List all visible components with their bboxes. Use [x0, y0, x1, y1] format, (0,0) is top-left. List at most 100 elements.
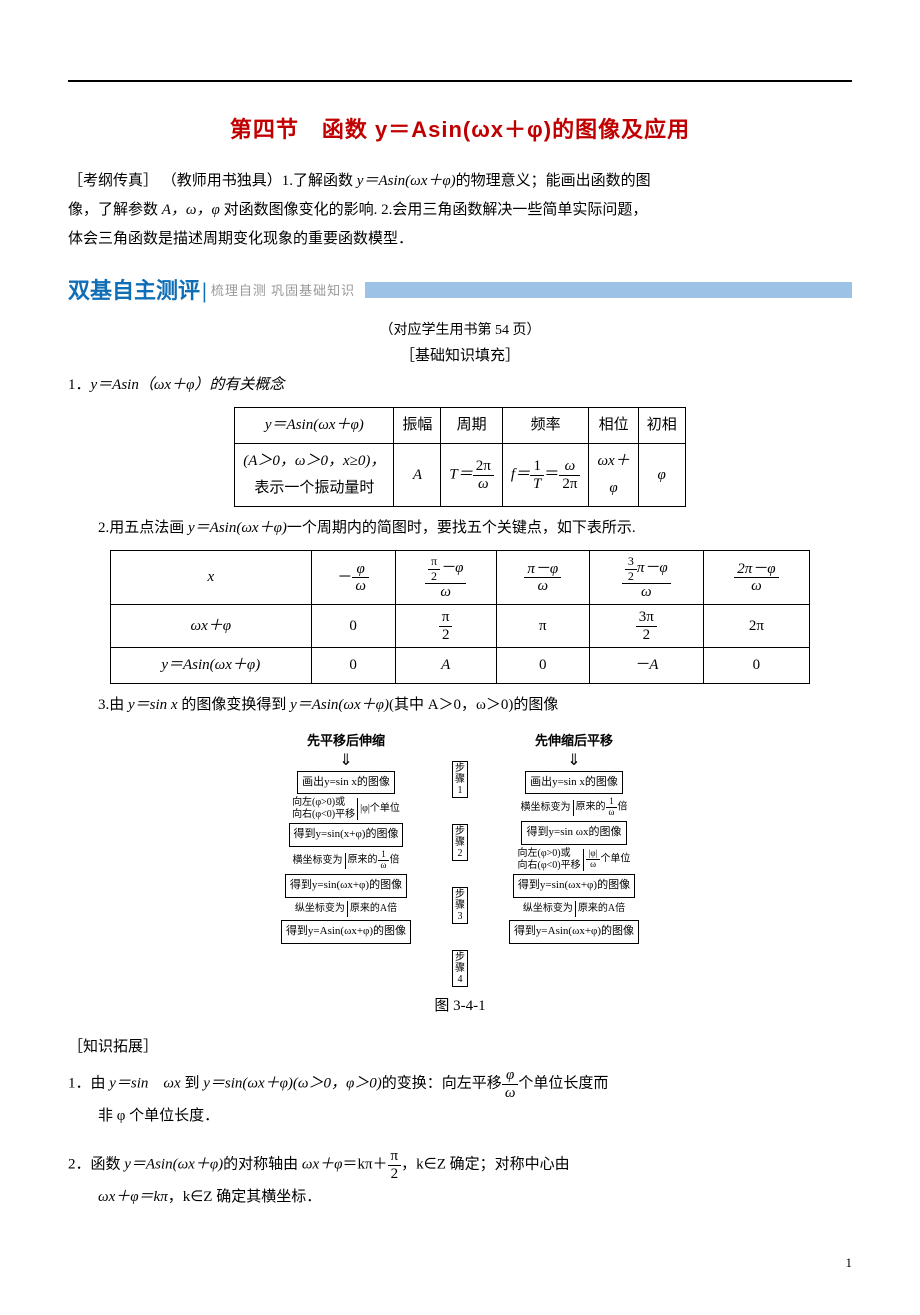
top-rule: [68, 80, 852, 82]
down-arrow-icon-2: ⇓: [567, 753, 580, 769]
rl2d: ω: [586, 860, 601, 870]
flow-left-head: 先平移后伸缩: [307, 729, 385, 752]
t1-r2c4-d1: T: [530, 476, 544, 493]
flow-b2r: 得到y=sin ωx的图像: [526, 826, 621, 838]
flow-lab-r3: 纵坐标变为原来的A倍: [523, 901, 625, 917]
t2-r2c3-n: π: [439, 609, 453, 627]
ll2d: ω: [378, 861, 390, 871]
item3-a: y＝sin x: [128, 697, 178, 713]
step1: 步骤1: [452, 761, 468, 798]
kz1-fd: ω: [502, 1085, 519, 1102]
kg-t1b: 的物理意义；能画出函数的图: [456, 173, 651, 189]
kz2-a: y＝Asin(ωx＋φ): [124, 1157, 223, 1173]
five-point-table: x －φω π2－φω π－φω 32π－φω 2π－φω ωx＋φ 0 π2 …: [110, 550, 810, 684]
flow-b4r: 得到y=Asin(ωx+φ)的图像: [514, 925, 634, 937]
flow-box-l1: 画出y=sin x的图像: [297, 771, 395, 795]
ll2b: 原来的: [348, 855, 378, 866]
flow-lab-l1: 向左(φ>0)或向右(φ<0)平移 |φ|个单位: [292, 797, 400, 820]
flow-b4l: 得到y=Asin(ωx+φ)的图像: [286, 925, 406, 937]
page-note: （对应学生用书第 54 页）: [68, 318, 852, 343]
t2-r3c4: 0: [496, 648, 589, 684]
kg-fn1: y＝Asin(ωx＋φ): [357, 173, 456, 189]
t2-r2c6: 2π: [703, 605, 809, 648]
ll1b: 向右(φ<0)平移: [292, 809, 355, 820]
item3-mid: 的图像变换得到: [178, 697, 291, 713]
kz1: 1．由 y＝sin ωx 到 y＝sin(ωx＋φ)(ω＞0，φ＞0)的变换：向…: [68, 1067, 852, 1101]
kz2-l2a: ωx＋φ＝kπ: [98, 1189, 168, 1205]
kz1-a: y＝sin ωx: [109, 1076, 180, 1092]
t2-r1c6: 2π－φω: [703, 551, 809, 605]
t1-r2c5a: ωx＋: [597, 453, 629, 469]
section-bar: 双基自主测评 | 梳理自测 巩固基础知识: [68, 271, 852, 311]
kz1-line2: 非 φ 个单位长度．: [68, 1103, 852, 1130]
s1: 步骤1: [455, 763, 465, 796]
t2-r2c3: π2: [395, 605, 496, 648]
flow-b1: 画出y=sin x的图像: [302, 776, 390, 788]
ll1a: 向左(φ>0)或: [292, 797, 345, 808]
t2-r2c5: 3π2: [589, 605, 703, 648]
kz2-mid: 的对称轴由: [223, 1157, 302, 1173]
kz1-p2: 个单位长度而: [518, 1076, 608, 1092]
flow-r1: 画出y=sin x的图像: [530, 776, 618, 788]
ll1c: |φ|个单位: [360, 803, 400, 815]
kg-t2b: 对函数图像变化的影响. 2.会用三角函数解决一些简单实际问题，: [220, 202, 648, 218]
kz2-b: ωx＋φ: [302, 1157, 343, 1173]
t2-r1c4: π－φω: [496, 551, 589, 605]
item3-b: y＝Asin(ωx＋φ): [290, 697, 389, 713]
t1-r2c4-n1: 1: [530, 458, 544, 476]
kz1-mid: 到: [181, 1076, 204, 1092]
ll3b: 原来的A倍: [350, 903, 397, 915]
item3: 3.由 y＝sin x 的图像变换得到 y＝Asin(ωx＋φ)(其中 A＞0，…: [68, 692, 852, 719]
t2-r1c5-mid: π－φ: [637, 561, 668, 577]
rl1c: 倍: [617, 802, 627, 813]
rl2c: 个单位: [600, 854, 630, 865]
jichu-head: ［基础知识填充］: [68, 343, 852, 370]
t2-x: x: [111, 551, 312, 605]
t2-r1c3-d: ω: [425, 584, 466, 601]
flow-box-r3: 得到y=sin(ωx+φ)的图像: [513, 874, 635, 898]
s4: 步骤4: [455, 952, 465, 985]
t2-r3c3: A: [395, 648, 496, 684]
concept-table: y＝Asin(ωx＋φ) 振幅 周期 频率 相位 初相 (A＞0，ω＞0，x≥0…: [234, 407, 685, 507]
t1-r2c4-n2: ω: [559, 458, 580, 476]
kz2-post: ，k∈Z 确定；对称中心由: [401, 1157, 569, 1173]
t2-r1c3-mid: －φ: [440, 561, 463, 577]
kz2-l2b: ，k∈Z 确定其横坐标．: [168, 1189, 321, 1205]
t2-r2c2: 0: [311, 605, 395, 648]
rl1b: 原来的: [576, 802, 606, 813]
rl3b: 原来的A倍: [578, 903, 625, 915]
t2-r1c5: 32π－φω: [589, 551, 703, 605]
flow-box-l4: 得到y=Asin(ωx+φ)的图像: [281, 920, 411, 944]
item3-pre: 3.由: [98, 697, 128, 713]
t1-r1c4: 频率: [502, 408, 589, 444]
rl1d: ω: [606, 808, 618, 818]
kaogang-line3: 体会三角函数是描述周期变化现象的重要函数模型．: [68, 226, 852, 253]
t2-r3c5: －A: [589, 648, 703, 684]
shuangji-label: 双基自主测评: [68, 271, 200, 311]
t1-r1c1: y＝Asin(ωx＋φ): [235, 408, 394, 444]
transform-flowchart: 先平移后伸缩 ⇓ 画出y=sin x的图像 向左(φ>0)或向右(φ<0)平移 …: [250, 729, 670, 989]
flow-box-l3: 得到y=sin(ωx+φ)的图像: [285, 874, 407, 898]
kz1-b: y＝sin(ωx＋φ)(ω＞0，φ＞0): [203, 1076, 382, 1092]
kaogang-note: （教师用书独具）: [162, 173, 282, 189]
t1-r2c3-pre: T＝: [449, 467, 472, 483]
t2-r1c2-pre: －: [337, 569, 352, 585]
t2-r1c2: －φω: [311, 551, 395, 605]
page-number: 1: [68, 1251, 852, 1274]
flow-b3r: 得到y=sin(ωx+φ)的图像: [518, 879, 630, 891]
kz2-eq: ＝kπ＋: [342, 1157, 387, 1173]
t2-r1c2-n: φ: [352, 561, 369, 579]
flow-right-head: 先伸缩后平移: [535, 729, 613, 752]
t1-r2c1b: 表示一个振动量时: [243, 475, 385, 502]
zhishituozhan-head: ［知识拓展］: [68, 1034, 852, 1061]
t2-r1c6-d: ω: [734, 578, 778, 595]
t1-r2c5: ωx＋φ: [589, 444, 638, 507]
t2-r2c5-n: 3π: [636, 609, 657, 627]
t2-r1c4-n: π－φ: [524, 561, 561, 579]
ll2a: 横坐标变为: [293, 855, 343, 867]
flow-steps: 步骤1 步骤2 步骤3 步骤4: [442, 729, 478, 989]
t2-r1c3: π2－φω: [395, 551, 496, 605]
t2-r1c4-d: ω: [524, 578, 561, 595]
flow-b3l: 得到y=sin(ωx+φ)的图像: [290, 879, 402, 891]
t2-r1c5-nn: 3: [625, 555, 637, 569]
